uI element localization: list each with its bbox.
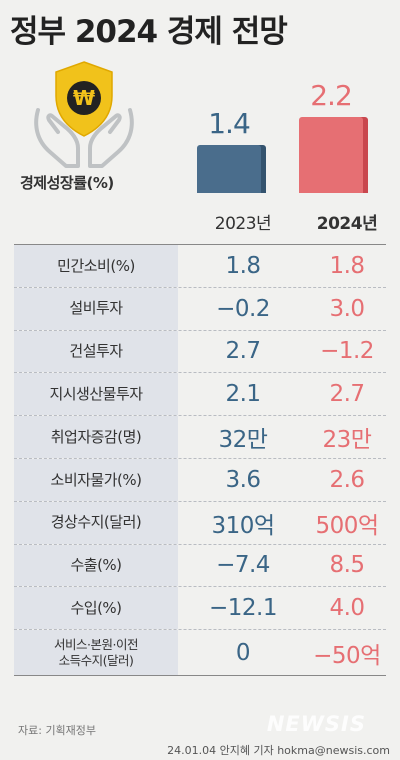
row-label: 소비자물가(%) — [14, 458, 178, 501]
table-row: 수입(%) −12.1 4.0 — [14, 587, 386, 631]
value-2024: −1.2 — [320, 338, 374, 365]
table-header-row: 2023년 2024년 — [14, 198, 386, 245]
value-2023: 32만 — [218, 427, 268, 454]
table-row: 지시생산물투자 2.1 2.7 — [14, 373, 386, 417]
won-symbol: ₩ — [73, 86, 95, 110]
byline: 24.01.04 안지혜 기자 hokma@newsis.com — [167, 744, 390, 757]
bar-2023 — [197, 145, 261, 193]
forecast-table: 2023년 2024년 민간소비(%) 1.8 1.8 설비투자 −0.2 3.… — [14, 198, 386, 677]
row-label: 건설투자 — [14, 330, 178, 373]
value-2023: 310억 — [211, 512, 275, 539]
value-2023: 1.8 — [225, 252, 261, 279]
value-2023: 2.7 — [225, 338, 261, 365]
table-row: 취업자증감(명) 32만 23만 — [14, 416, 386, 459]
row-label: 설비투자 — [14, 287, 178, 330]
value-2023: −0.2 — [216, 295, 270, 322]
bar-2024 — [299, 117, 363, 193]
row-label: 경상수지(달러) — [14, 501, 178, 544]
row-label: 민간소비(%) — [14, 245, 178, 287]
table-row: 서비스·본원·이전 소득수지(달러) 0 −50억 — [14, 630, 386, 677]
value-2024: 1.8 — [329, 252, 365, 279]
table-row: 설비투자 −0.2 3.0 — [14, 287, 386, 331]
column-header-2024: 2024년 — [316, 214, 378, 234]
row-label: 취업자증감(명) — [14, 416, 178, 458]
table-row: 민간소비(%) 1.8 1.8 — [14, 245, 386, 288]
page-title: 정부 2024 경제 전망 — [10, 14, 288, 50]
value-2024: 500억 — [315, 512, 379, 539]
value-2023: −7.4 — [216, 552, 270, 579]
value-2024: 4.0 — [329, 595, 365, 622]
value-2024: 8.5 — [329, 552, 365, 579]
column-header-2023: 2023년 — [214, 214, 272, 234]
value-2023: −12.1 — [209, 595, 277, 622]
source-note: 자료: 기획재정부 — [18, 724, 97, 737]
value-2024: 23만 — [322, 427, 372, 454]
value-2024: 2.6 — [329, 466, 365, 493]
value-2024: −50억 — [313, 642, 381, 669]
row-label: 수출(%) — [14, 544, 178, 587]
bar-value-2023: 1.4 — [208, 107, 251, 140]
newsis-watermark: NEWSIS — [266, 712, 366, 736]
table-row: 건설투자 2.7 −1.2 — [14, 330, 386, 374]
value-2024: 2.7 — [329, 381, 365, 408]
value-2023: 3.6 — [225, 466, 261, 493]
row-label: 서비스·본원·이전 소득수지(달러) — [14, 630, 178, 676]
table-row: 수출(%) −7.4 8.5 — [14, 544, 386, 588]
row-label: 수입(%) — [14, 587, 178, 630]
value-2023: 0 — [235, 639, 251, 666]
growth-rate-label: 경제성장률(%) — [20, 174, 114, 192]
won-shield-hands-icon: ₩ — [28, 58, 140, 170]
value-2024: 3.0 — [329, 295, 365, 322]
row-label: 지시생산물투자 — [14, 373, 178, 416]
table-row: 경상수지(달러) 310억 500억 — [14, 501, 386, 545]
bar-value-2024: 2.2 — [310, 79, 353, 112]
value-2023: 2.1 — [225, 381, 261, 408]
table-row: 소비자물가(%) 3.6 2.6 — [14, 458, 386, 502]
